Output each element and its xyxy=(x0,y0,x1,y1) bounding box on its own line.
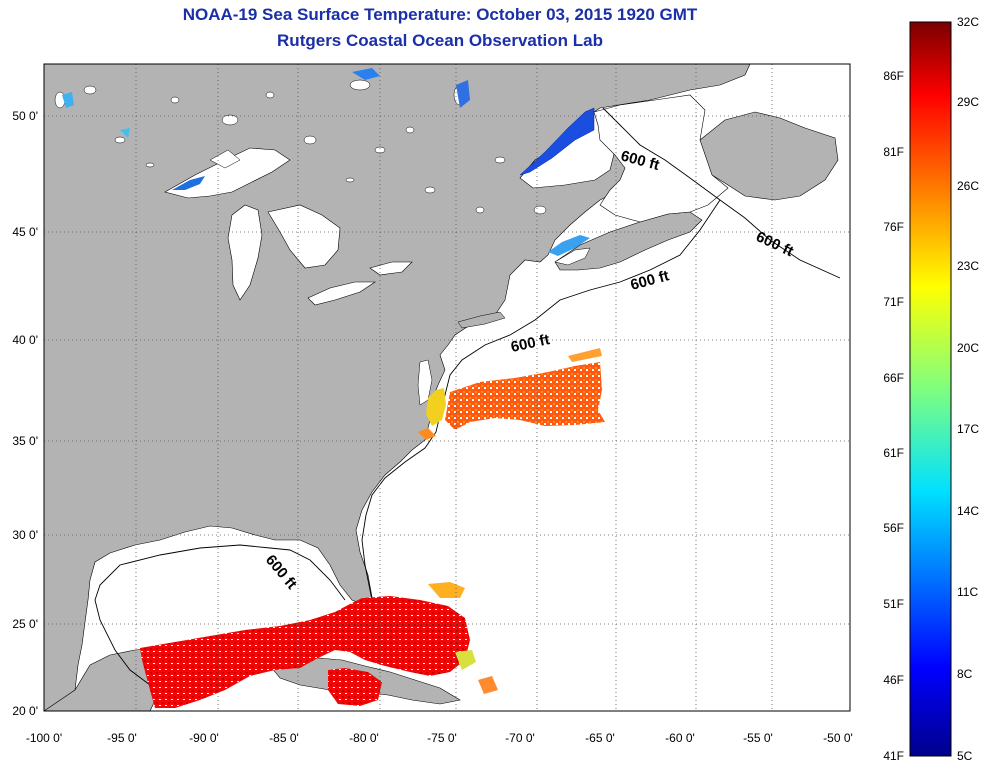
lon-tick-label: -85 0' xyxy=(269,731,299,745)
lat-tick-label: 25 0' xyxy=(12,617,38,631)
colorbar-c-label: 23C xyxy=(957,259,979,273)
colorbar-f-label: 86F xyxy=(883,69,904,83)
lon-tick-label: -90 0' xyxy=(189,731,219,745)
gulf-st-lawrence xyxy=(593,94,729,223)
sst-gulf-stream-orange xyxy=(445,362,605,430)
sst-superior-blue xyxy=(172,176,205,190)
lake-michigan xyxy=(227,204,263,301)
sst-small-lake-cyan xyxy=(120,128,130,138)
lake-nipigon xyxy=(209,149,241,169)
bay-of-fundy xyxy=(554,247,591,266)
sst-caribbean-red xyxy=(328,668,382,706)
sst-north-strip-orange xyxy=(568,348,602,362)
map-frame xyxy=(43,63,851,712)
colorbar-c-label: 5C xyxy=(957,749,973,763)
colorbar-f-label: 41F xyxy=(883,749,904,763)
lat-tick-label: 45 0' xyxy=(12,225,38,239)
lake-huron xyxy=(267,204,341,269)
sst-bahamas-yellow xyxy=(455,650,476,670)
sst-florida-red xyxy=(140,596,470,708)
sst-north-lake-blue xyxy=(352,68,380,80)
sst-bahamas-orange xyxy=(478,676,498,694)
sst-canada-lake-blue xyxy=(456,80,470,108)
colorbar-f-label: 66F xyxy=(883,371,904,385)
sst-coastal-orange xyxy=(418,428,436,440)
lon-tick-label: -55 0' xyxy=(743,731,773,745)
colorbar-c-label: 8C xyxy=(957,667,973,681)
colorbar-gradient xyxy=(909,21,952,757)
colorbar-f-label: 71F xyxy=(883,295,904,309)
colorbar-c-label: 11C xyxy=(957,585,978,599)
lat-tick-label: 50 0' xyxy=(12,109,38,123)
sst-bahamas-mixed xyxy=(428,582,465,598)
sst-coastal-yellow xyxy=(426,388,446,426)
lake-ontario xyxy=(369,261,413,276)
land-nova-scotia xyxy=(554,211,703,271)
lat-tick-label: 30 0' xyxy=(12,528,38,542)
land-long-island xyxy=(457,311,506,329)
colorbar-f-label: 61F xyxy=(883,446,904,460)
lat-axis: 50 0' 45 0' 40 0' 35 0' 30 0' 25 0' 20 0… xyxy=(12,109,38,718)
lon-tick-label: -80 0' xyxy=(349,731,379,745)
colorbar-c-label: 17C xyxy=(957,422,979,436)
lat-tick-label: 20 0' xyxy=(12,704,38,718)
lon-tick-label: -95 0' xyxy=(107,731,137,745)
lat-tick-label: 40 0' xyxy=(12,333,38,347)
sst-small-lake-cyan xyxy=(62,92,74,108)
map-subtitle: Rutgers Coastal Ocean Observation Lab xyxy=(277,31,603,50)
depth-contour-600ft xyxy=(94,107,841,686)
lon-tick-label: -75 0' xyxy=(427,731,457,745)
lon-tick-label: -65 0' xyxy=(585,731,615,745)
colorbar-c-label: 26C xyxy=(957,179,979,193)
colorbar-c-label: 29C xyxy=(957,95,979,109)
colorbar-f-label: 56F xyxy=(883,521,904,535)
sst-st-lawrence-blue xyxy=(519,107,595,176)
lon-tick-label: -60 0' xyxy=(665,731,695,745)
colorbar-f-label: 51F xyxy=(883,597,904,611)
map-title: NOAA-19 Sea Surface Temperature: October… xyxy=(182,5,698,24)
lon-tick-label: -50 0' xyxy=(823,731,853,745)
lon-tick-label: -70 0' xyxy=(505,731,535,745)
colorbar-f-label: 46F xyxy=(883,673,904,687)
temperature-colorbar: 86F 81F 76F 71F 66F 61F 56F 51F 46F 41F … xyxy=(883,15,979,763)
lat-tick-label: 35 0' xyxy=(12,434,38,448)
colorbar-c-label: 14C xyxy=(957,504,979,518)
land-newfoundland xyxy=(699,111,839,201)
colorbar-c-label: 32C xyxy=(957,15,979,29)
lon-axis: -100 0' -95 0' -90 0' -85 0' -80 0' -75 … xyxy=(26,731,853,745)
colorbar-c-label: 20C xyxy=(957,341,979,355)
colorbar-f-label: 81F xyxy=(883,145,904,159)
land-north-america xyxy=(44,64,751,711)
sst-bay-of-fundy-blue xyxy=(548,235,590,256)
colorbar-f-label: 76F xyxy=(883,220,904,234)
lake-erie xyxy=(307,281,376,306)
lon-tick-label: -100 0' xyxy=(26,731,62,745)
